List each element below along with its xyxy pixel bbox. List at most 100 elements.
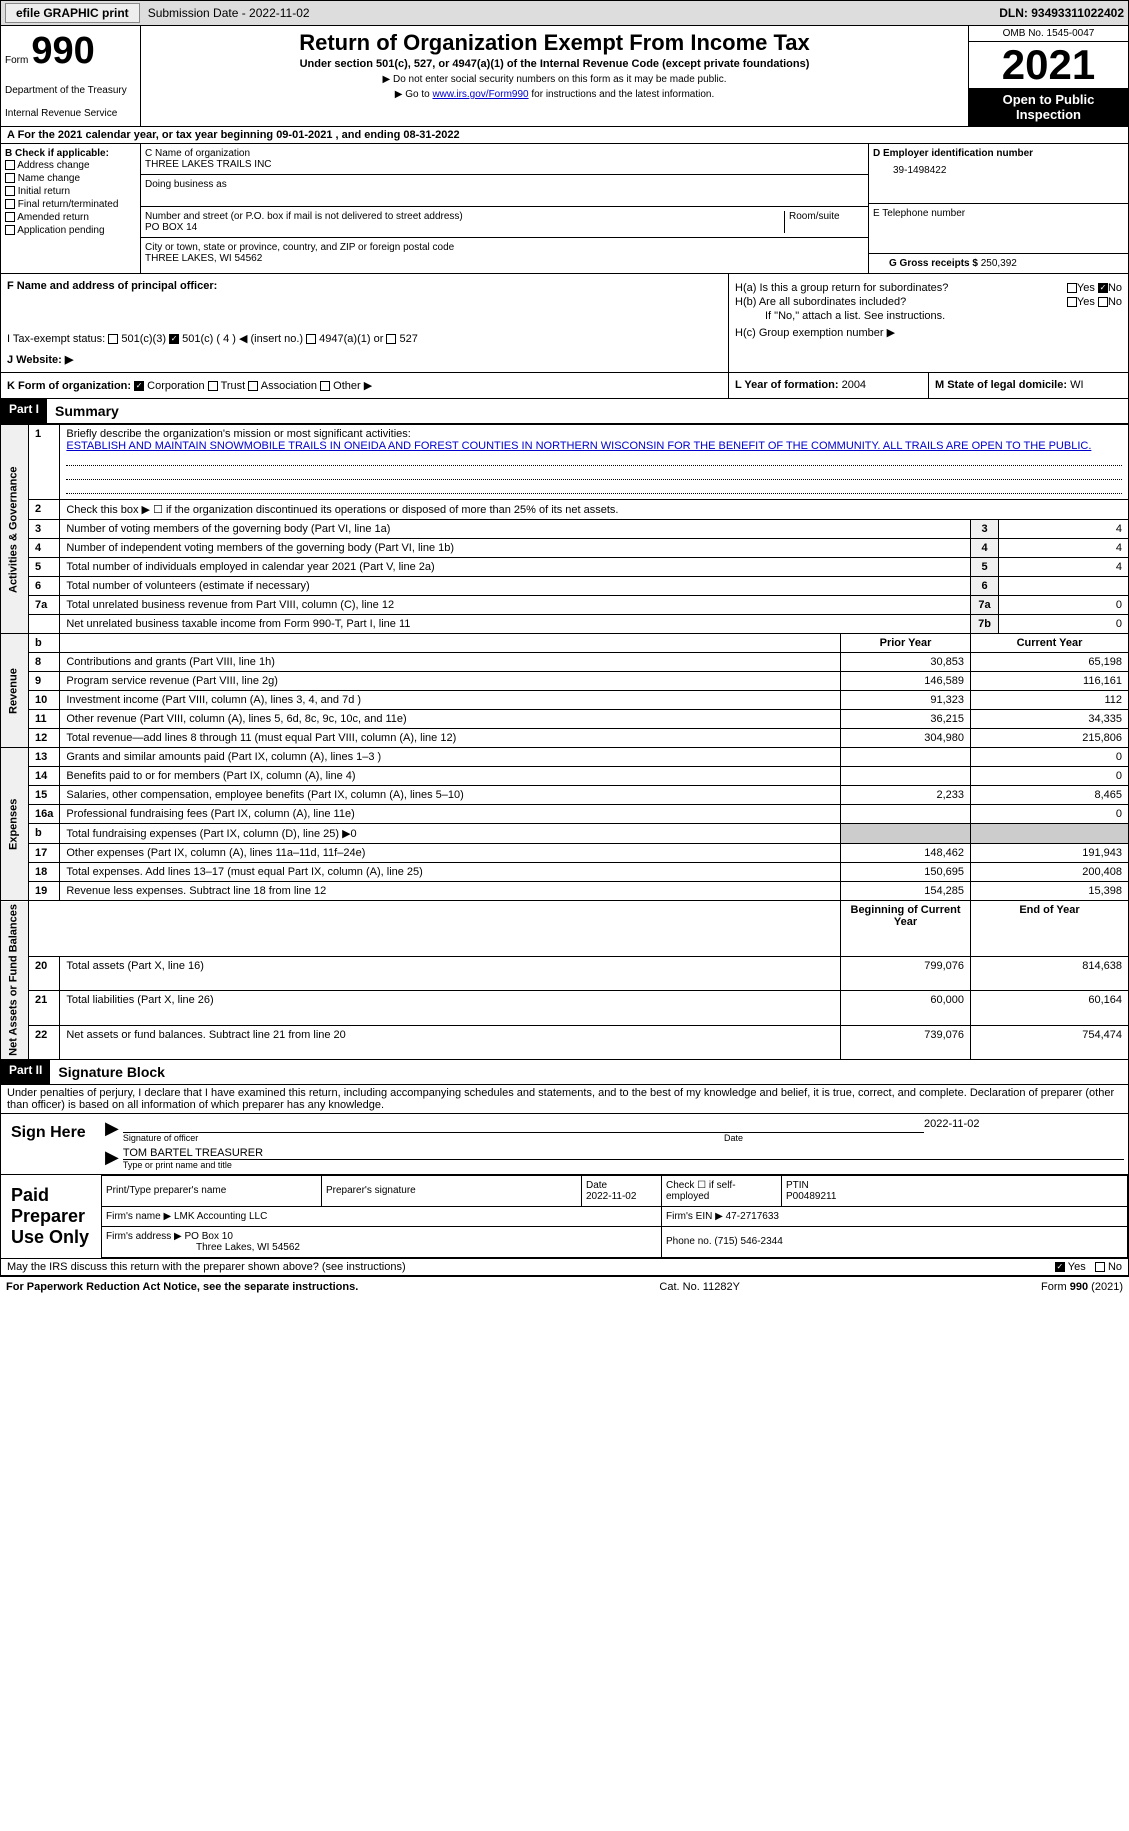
no-label: No (1108, 282, 1122, 294)
lc: 112 (971, 691, 1129, 710)
check-4947[interactable] (306, 334, 316, 344)
open-inspection: Open to Public Inspection (969, 88, 1128, 126)
assoc-label: Association (261, 380, 317, 392)
lc: 754,474 (971, 1025, 1129, 1059)
ln (29, 615, 60, 634)
k-label: K Form of organization: (7, 380, 131, 392)
efile-button[interactable]: efile GRAPHIC print (5, 3, 140, 23)
part1-label: Part I (1, 399, 47, 423)
vert-netassets: Net Assets or Fund Balances (1, 901, 29, 1060)
check-initial[interactable]: Initial return (5, 185, 136, 198)
lp: 154,285 (841, 882, 971, 901)
prep-date: 2022-11-02 (586, 1191, 636, 1202)
city-label: City or town, state or province, country… (145, 242, 864, 253)
check-address[interactable]: Address change (5, 159, 136, 172)
note-post: for instructions and the latest informat… (529, 89, 715, 100)
summary-table: Activities & Governance 1 Briefly descri… (0, 424, 1129, 1060)
discuss-no[interactable] (1095, 1262, 1105, 1272)
line1-label: Briefly describe the organization's miss… (66, 428, 1122, 440)
hb-label: H(b) Are all subordinates included? (735, 296, 906, 308)
mission: ESTABLISH AND MAINTAIN SNOWMOBILE TRAILS… (66, 440, 1122, 452)
hb-no[interactable] (1098, 297, 1108, 307)
firm-ein-label: Firm's EIN ▶ (666, 1211, 723, 1222)
i-label: I Tax-exempt status: (7, 333, 105, 345)
other-label: Other ▶ (333, 380, 372, 392)
check-assoc[interactable] (248, 381, 258, 391)
lp: 60,000 (841, 991, 971, 1025)
lt: Total assets (Part X, line 16) (60, 956, 841, 990)
yes-label: Yes (1077, 296, 1095, 308)
lc: 200,408 (971, 863, 1129, 882)
tax-year: 2021 (969, 42, 1128, 88)
hdr-beg: Beginning of Current Year (841, 901, 971, 957)
firm-addr: PO Box 10 (185, 1231, 233, 1242)
lt: Revenue less expenses. Subtract line 18 … (60, 882, 841, 901)
lp: 304,980 (841, 729, 971, 748)
section-k: K Form of organization: ✓ Corporation Tr… (0, 373, 1129, 399)
discuss-text: May the IRS discuss this return with the… (7, 1261, 406, 1273)
gross: 250,392 (981, 258, 1017, 269)
omb: OMB No. 1545-0047 (969, 26, 1128, 42)
hb-yes[interactable] (1067, 297, 1077, 307)
check-amended[interactable]: Amended return (5, 211, 136, 224)
check-trust[interactable] (208, 381, 218, 391)
lv: 4 (999, 558, 1129, 577)
lc: 60,164 (971, 991, 1129, 1025)
check-name[interactable]: Name change (5, 172, 136, 185)
lt: Total number of individuals employed in … (60, 558, 971, 577)
no-label: No (1108, 296, 1122, 308)
lc: 34,335 (971, 710, 1129, 729)
lp (841, 748, 971, 767)
opt-501c3: 501(c)(3) (121, 333, 166, 345)
check-other[interactable] (320, 381, 330, 391)
firm-name: LMK Accounting LLC (174, 1211, 267, 1222)
lp: 739,076 (841, 1025, 971, 1059)
ha-label: H(a) Is this a group return for subordin… (735, 282, 948, 294)
d-label: D Employer identification number (873, 148, 1124, 159)
lt: Program service revenue (Part VIII, line… (60, 672, 841, 691)
lp: 36,215 (841, 710, 971, 729)
penalty-text: Under penalties of perjury, I declare th… (0, 1085, 1129, 1114)
ha-no[interactable]: ✓ (1098, 283, 1108, 293)
ln: 17 (29, 844, 60, 863)
sign-here-section: Sign Here ▶ Signature of officerDate 202… (0, 1114, 1129, 1175)
form-title: Return of Organization Exempt From Incom… (145, 30, 964, 56)
dba: Doing business as (141, 175, 868, 207)
discuss-row: May the IRS discuss this return with the… (0, 1259, 1129, 1276)
ln: 22 (29, 1025, 60, 1059)
check-501c3[interactable] (108, 334, 118, 344)
check-corp[interactable]: ✓ (134, 381, 144, 391)
corp-label: Corporation (147, 380, 204, 392)
m-val: WI (1070, 379, 1083, 391)
opt-501c: 501(c) ( 4 ) ◀ (insert no.) (182, 333, 303, 345)
ln: 7a (29, 596, 60, 615)
firm-addr-label: Firm's address ▶ (106, 1231, 182, 1242)
lt: Total revenue—add lines 8 through 11 (mu… (60, 729, 841, 748)
paid-preparer-section: Paid Preparer Use Only Print/Type prepar… (0, 1175, 1129, 1259)
check-501c[interactable]: ✓ (169, 334, 179, 344)
irs: Internal Revenue Service (5, 108, 136, 119)
ln: 8 (29, 653, 60, 672)
lp: 30,853 (841, 653, 971, 672)
ha-yes[interactable] (1067, 283, 1077, 293)
discuss-yes[interactable]: ✓ (1055, 1262, 1065, 1272)
lt: Contributions and grants (Part VIII, lin… (60, 653, 841, 672)
g-label: G Gross receipts $ (889, 258, 978, 269)
irs-link[interactable]: www.irs.gov/Form990 (432, 89, 528, 100)
street-label: Number and street (or P.O. box if mail i… (145, 211, 784, 222)
check-label: Initial return (18, 186, 70, 197)
lt: Number of independent voting members of … (60, 539, 971, 558)
city: THREE LAKES, WI 54562 (145, 253, 864, 264)
check-label: Address change (17, 160, 89, 171)
lt: Total number of volunteers (estimate if … (60, 577, 971, 596)
check-527[interactable] (386, 334, 396, 344)
ln: 11 (29, 710, 60, 729)
check-pending[interactable]: Application pending (5, 224, 136, 237)
check-label: Application pending (17, 225, 104, 236)
phone: (715) 546-2344 (714, 1236, 782, 1247)
m-label: M State of legal domicile: (935, 379, 1067, 391)
check-self[interactable]: Check ☐ if self-employed (662, 1175, 782, 1206)
check-label: Final return/terminated (18, 199, 119, 210)
l-val: 2004 (842, 379, 866, 391)
check-final[interactable]: Final return/terminated (5, 198, 136, 211)
